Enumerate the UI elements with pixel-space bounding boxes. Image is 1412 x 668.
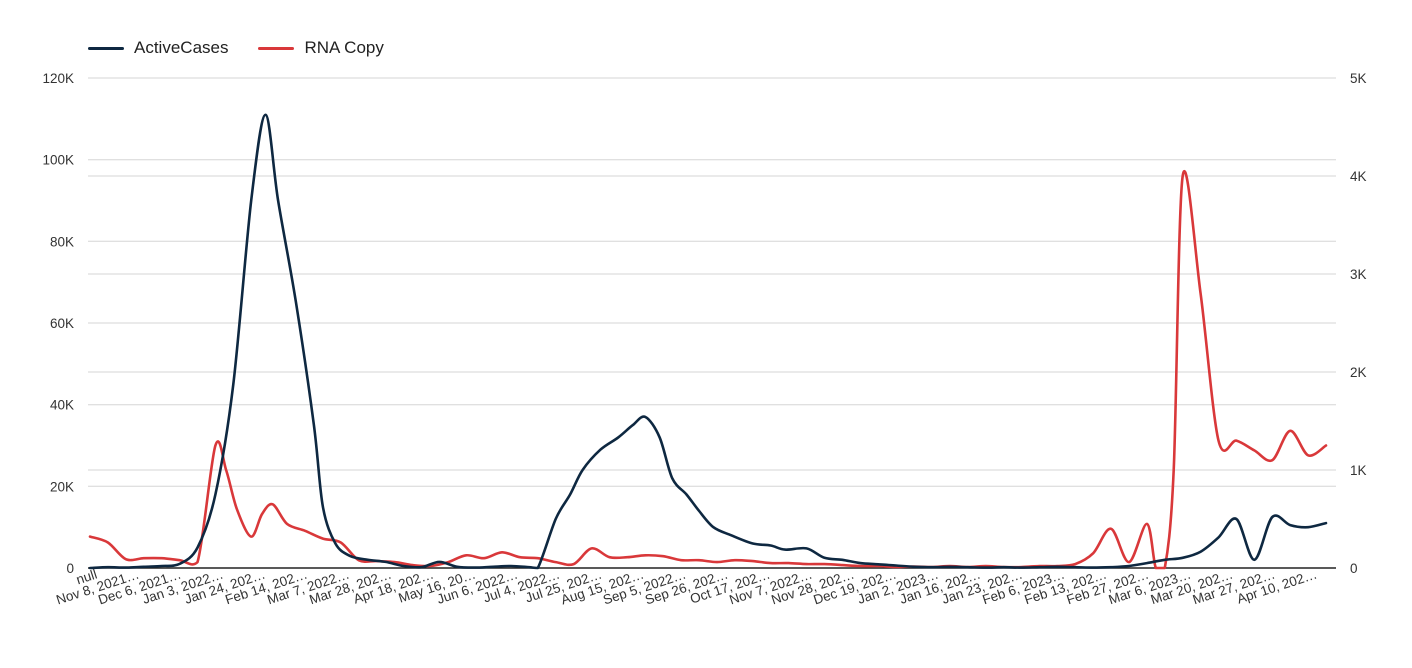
y-left-tick-label: 100K [42,153,74,168]
y-right-tick-label: 0 [1350,561,1358,576]
y-left-tick-label: 40K [50,398,74,413]
legend-item-rna-copy[interactable]: RNA Copy [258,38,384,58]
legend-label-activecases: ActiveCases [134,38,229,57]
y-right-tick-label: 4K [1350,169,1367,184]
y-left-tick-label: 120K [42,71,74,86]
y-axis-left: 0 20K 40K 60K 80K 100K 120K [42,71,74,576]
y-left-tick-label: 20K [50,479,74,494]
y-left-tick-label: 0 [66,561,74,576]
legend-swatch-rna-copy [258,46,295,50]
legend-label-rna-copy: RNA Copy [304,38,384,57]
legend-item-activecases[interactable]: ActiveCases [88,38,228,58]
gridlines [88,77,1336,487]
y-left-tick-label: 80K [50,234,74,249]
series-line-activecases [88,113,1328,570]
y-right-tick-label: 2K [1350,365,1367,380]
y-right-tick-label: 3K [1350,267,1367,282]
y-left-tick-label: 60K [50,316,74,331]
y-right-tick-label: 1K [1350,463,1367,478]
x-tick-label: null [74,567,99,588]
legend-swatch-activecases [88,46,124,50]
y-axis-right: 0 1K 2K 3K 4K 5K [1350,71,1367,576]
series-line-rna-copy [88,170,1328,570]
y-right-tick-label: 5K [1350,71,1367,86]
chart-legend: ActiveCases RNA Copy [88,38,414,58]
